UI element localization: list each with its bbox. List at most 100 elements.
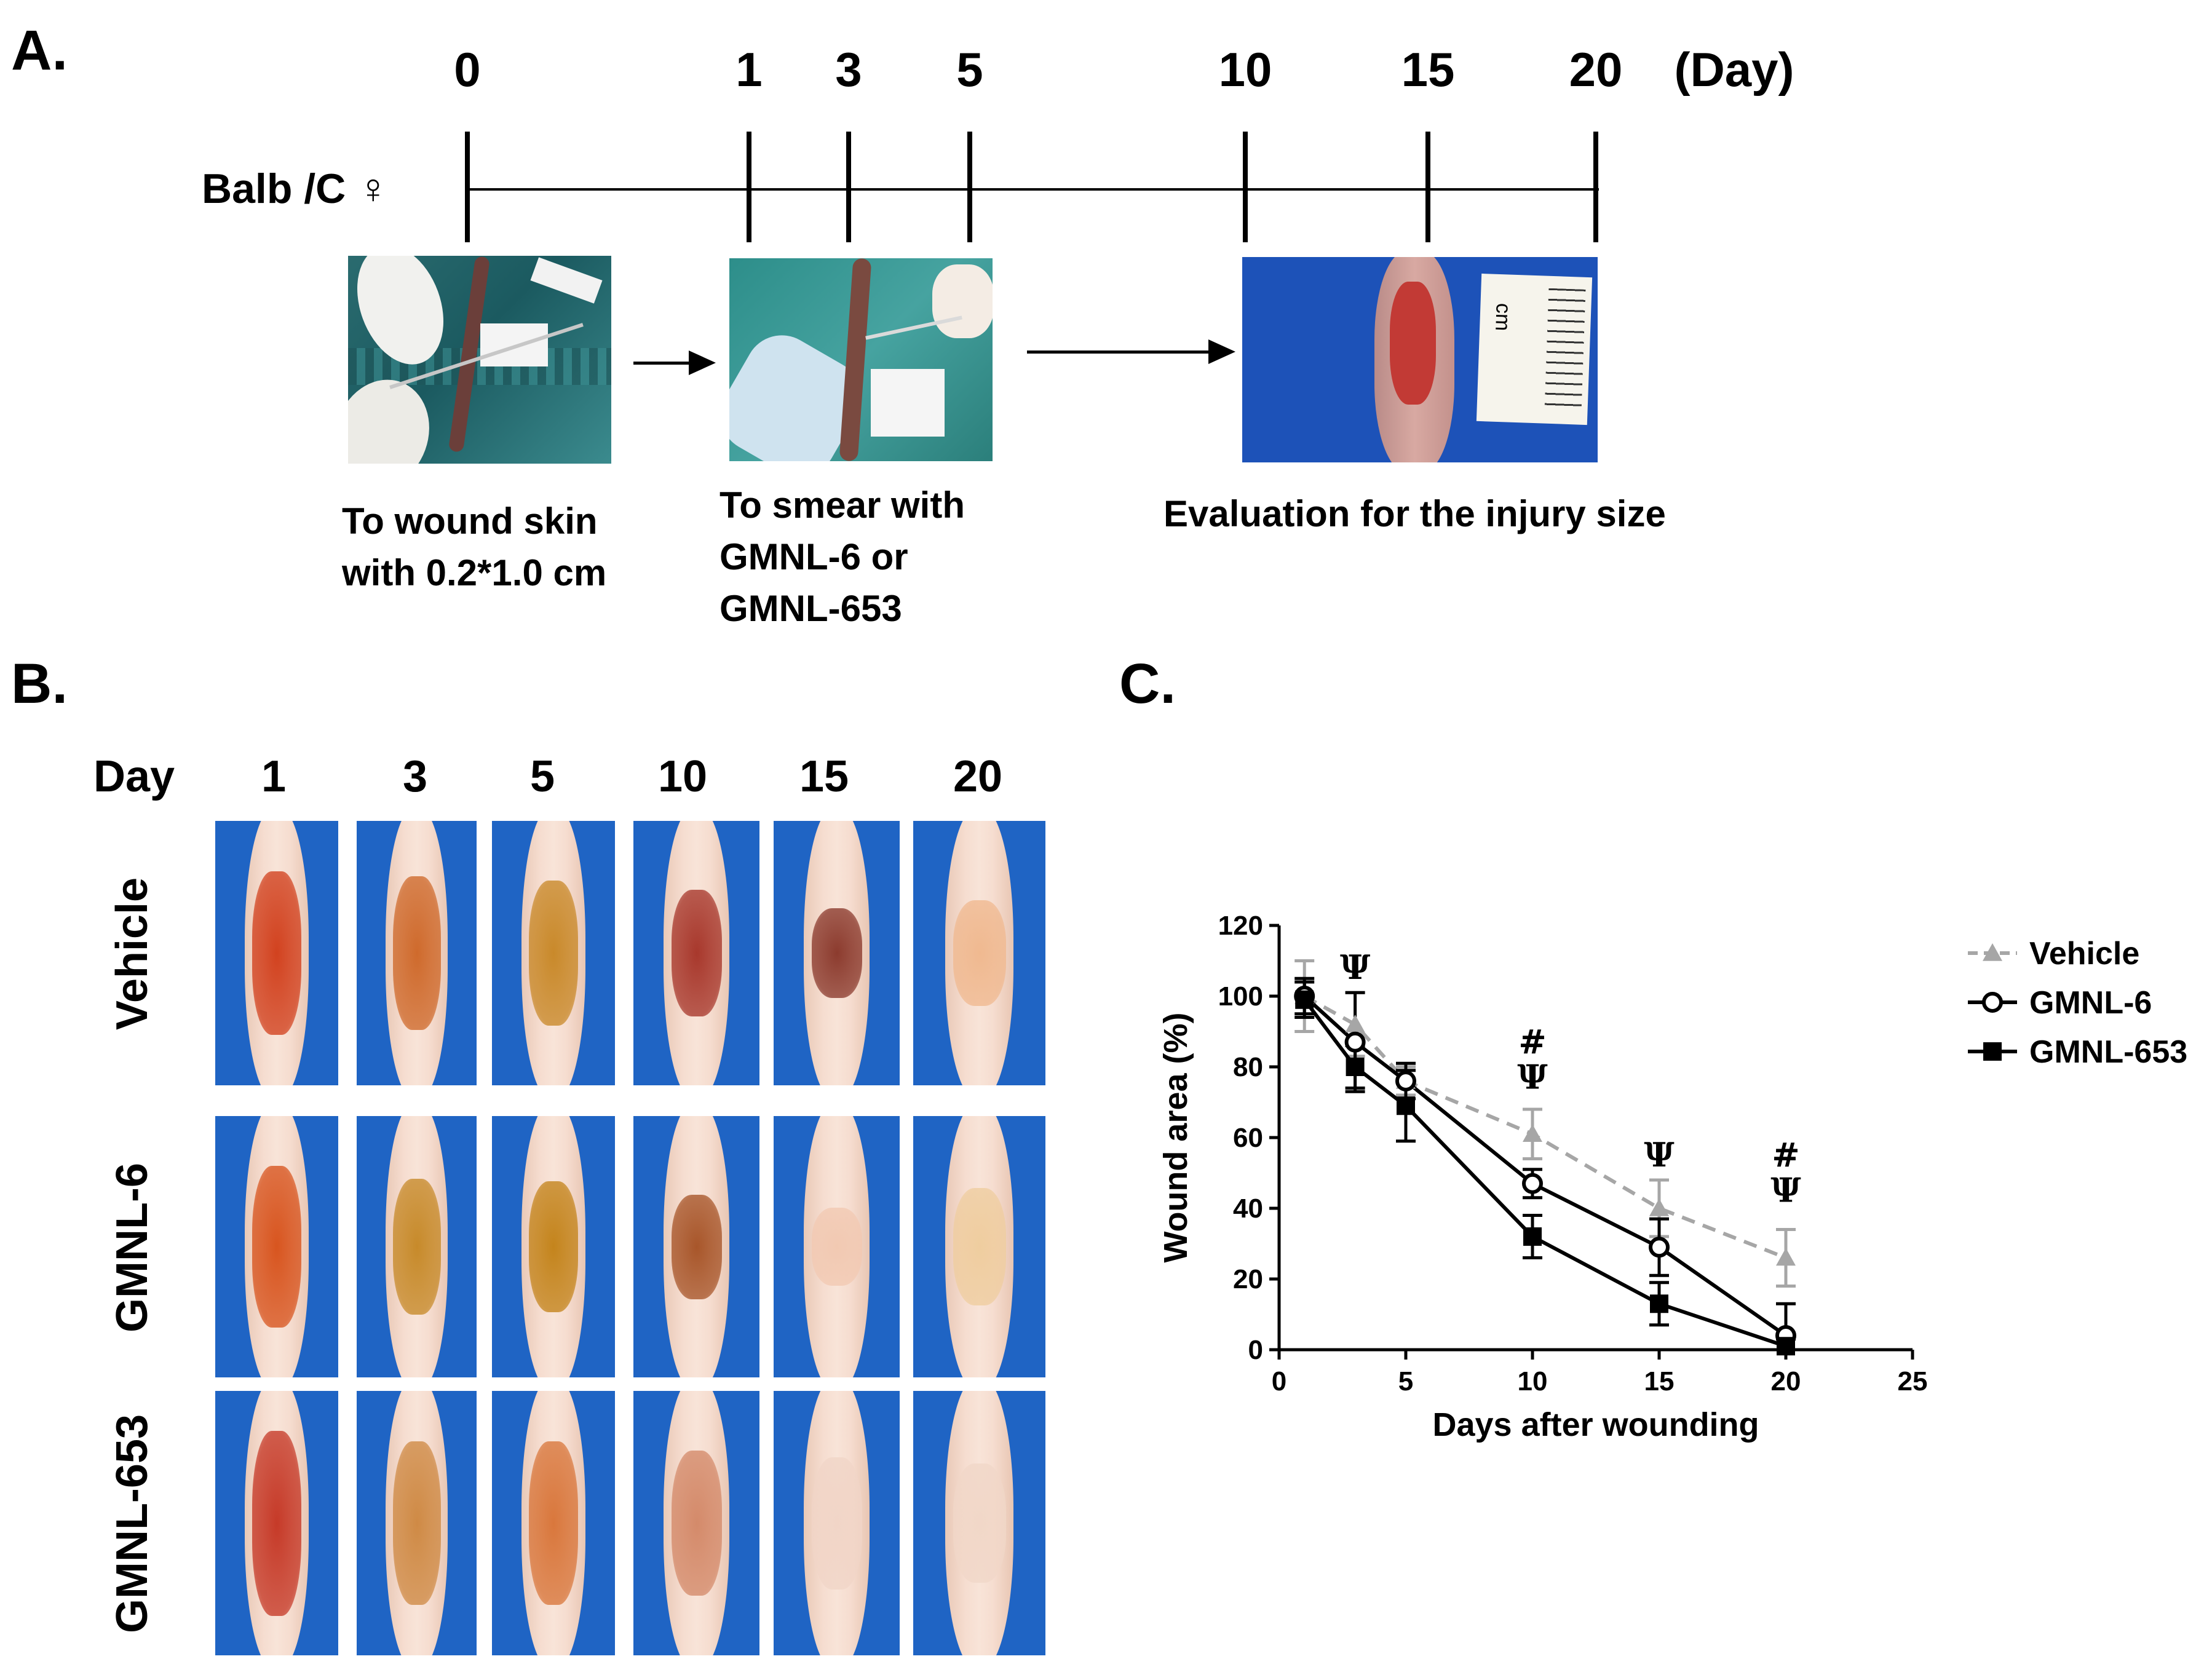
data-point-vehicle-day-10 <box>1523 1124 1542 1142</box>
legend-label-gmnl-653: GMNL-653 <box>2029 1034 2187 1070</box>
y-tick-label-120: 120 <box>1218 911 1263 941</box>
series-line-gmnl-6 <box>1303 994 1787 1337</box>
photo-day-3: 3 <box>402 752 428 801</box>
photo-day-5: 5 <box>529 752 555 801</box>
timeline-day-10: 10 <box>1218 42 1272 97</box>
annotation-psi-day-3: Ψ <box>1340 948 1370 987</box>
wound-photo-gmnl-6-day-3 <box>357 1116 477 1377</box>
series-line-vehicle <box>1303 994 1787 1260</box>
legend-label-vehicle: Vehicle <box>2029 936 2139 972</box>
data-point-gmnl-6-day-3 <box>1344 1031 1366 1053</box>
data-point-gmnl-653-day-5 <box>1397 1096 1415 1115</box>
timeline-day-1: 1 <box>735 42 763 97</box>
surgery-photo-smearing <box>729 258 993 461</box>
data-point-gmnl-6-day-5 <box>1395 1071 1416 1091</box>
wound-photo-gmnl-653-day-10 <box>633 1391 759 1655</box>
ruler-text: cm <box>1491 303 1515 332</box>
photo-day-15: 15 <box>799 752 849 801</box>
photo-row-label-gmnl-653: GMNL-653 <box>108 1414 157 1634</box>
wound-photo-gmnl-653-day-15 <box>774 1391 900 1655</box>
flow-arrow-2-head <box>1208 339 1235 364</box>
data-point-gmnl-6-day-10 <box>1522 1173 1543 1194</box>
wound-photo-gmnl-653-day-3 <box>357 1391 477 1655</box>
panel-a-letter: A. <box>11 19 68 82</box>
data-point-vehicle-day-3 <box>1345 1015 1365 1032</box>
x-tick-label-20: 20 <box>1771 1366 1801 1396</box>
photo-day-20: 20 <box>953 752 1003 801</box>
wound-photo-gmnl-653-day-20 <box>913 1391 1045 1655</box>
data-point-gmnl-653-day-3 <box>1346 1058 1365 1076</box>
wound-photo-gmnl-6-day-20 <box>913 1116 1045 1377</box>
panel-b-letter: B. <box>11 652 68 715</box>
x-tick-label-15: 15 <box>1644 1366 1675 1396</box>
wound-photo-vehicle-day-3 <box>357 821 477 1085</box>
caption-step1-line2: with 0.2*1.0 cm <box>342 552 607 593</box>
wound-measure-photo: cm <box>1242 257 1598 462</box>
wound-area-chart: 0 20 40 60 80 100 120 0 5 10 15 20 25 Days after woun… <box>1157 911 2187 1443</box>
timeline-tick-1 <box>747 132 751 242</box>
timeline-tick-10 <box>1243 132 1248 242</box>
series-line-gmnl-653 <box>1302 998 1786 1348</box>
y-tick-label-40: 40 <box>1233 1194 1263 1224</box>
annotation-psi-day-20: Ψ <box>1770 1170 1801 1210</box>
wound-photo-gmnl-6-day-5 <box>492 1116 615 1377</box>
y-axis-label: Wound area (%) <box>1157 1012 1194 1262</box>
flow-arrow-1 <box>633 362 695 365</box>
strain-label: Balb /C ♀ <box>202 165 389 212</box>
wound-photo-gmnl-6-day-10 <box>633 1116 759 1377</box>
timeline-day-15: 15 <box>1401 42 1455 97</box>
photo-day-1: 1 <box>261 752 287 801</box>
timeline-tick-5 <box>967 132 972 242</box>
day-header: Day <box>93 752 175 801</box>
x-axis-label: Days after wounding <box>1432 1406 1759 1443</box>
timeline-line <box>467 188 1599 191</box>
caption-step1: To wound skin with 0.2*1.0 cm <box>342 496 606 599</box>
legend-marker-gmnl-653 <box>1983 1042 2002 1061</box>
data-point-vehicle-day-20 <box>1776 1248 1796 1266</box>
photo-row-label-vehicle: Vehicle <box>108 877 157 1031</box>
legend-label-gmnl-6: GMNL-6 <box>2029 985 2152 1021</box>
x-tick-label-0: 0 <box>1272 1366 1286 1396</box>
annotation-hash-day-20: # <box>1772 1135 1799 1174</box>
wound-photo-vehicle-day-20 <box>913 821 1045 1085</box>
wound-photo-gmnl-653-day-1 <box>215 1391 338 1655</box>
caption-step2: To smear with GMNL-6 or GMNL-653 <box>719 480 965 635</box>
data-point-gmnl-653-day-10 <box>1523 1227 1542 1246</box>
surgery-photo-wounding <box>348 256 611 464</box>
timeline-tick-20 <box>1593 132 1598 242</box>
wound-photo-vehicle-day-1 <box>215 821 338 1085</box>
photo-day-10: 10 <box>657 752 708 801</box>
timeline-day-5: 5 <box>956 42 983 97</box>
caption-step2-line3: GMNL-653 <box>719 588 902 629</box>
data-point-vehicle-day-15 <box>1649 1198 1669 1216</box>
x-tick-label-5: 5 <box>1398 1366 1413 1396</box>
data-point-gmnl-653-day-15 <box>1650 1294 1668 1313</box>
timeline-day-unit: (Day) <box>1674 42 1794 97</box>
x-tick-label-10: 10 <box>1518 1366 1548 1396</box>
legend-marker-gmnl-6 <box>1982 992 2003 1013</box>
y-tick-label-60: 60 <box>1233 1123 1263 1153</box>
caption-step1-line1: To wound skin <box>342 501 598 542</box>
annotation-hash-day-10: # <box>1518 1022 1546 1061</box>
timeline-tick-0 <box>465 132 470 242</box>
data-point-gmnl-653-day-1 <box>1295 990 1314 1009</box>
timeline-tick-15 <box>1425 132 1430 242</box>
timeline-day-0: 0 <box>454 42 481 97</box>
data-point-gmnl-6-day-15 <box>1649 1237 1670 1258</box>
y-tick-label-100: 100 <box>1218 981 1263 1012</box>
wound-photo-vehicle-day-5 <box>492 821 615 1085</box>
caption-step2-line1: To smear with <box>719 485 965 526</box>
legend-marker-vehicle <box>1983 943 2002 961</box>
annotation-psi-day-15: Ψ <box>1644 1135 1674 1174</box>
y-tick-label-0: 0 <box>1248 1335 1263 1365</box>
wound-photo-gmnl-6-day-15 <box>774 1116 900 1377</box>
y-tick-label-80: 80 <box>1233 1052 1263 1082</box>
wound-photo-vehicle-day-15 <box>774 821 900 1085</box>
wound-photo-gmnl-6-day-1 <box>215 1116 338 1377</box>
flow-arrow-2 <box>1027 350 1215 354</box>
annotation-psi-day-10: Ψ <box>1517 1057 1547 1096</box>
timeline-day-20: 20 <box>1569 42 1623 97</box>
caption-step3: Evaluation for the injury size <box>1163 493 1666 534</box>
photo-row-label-gmnl-6: GMNL-6 <box>108 1162 157 1332</box>
wound-photo-vehicle-day-10 <box>633 821 759 1085</box>
